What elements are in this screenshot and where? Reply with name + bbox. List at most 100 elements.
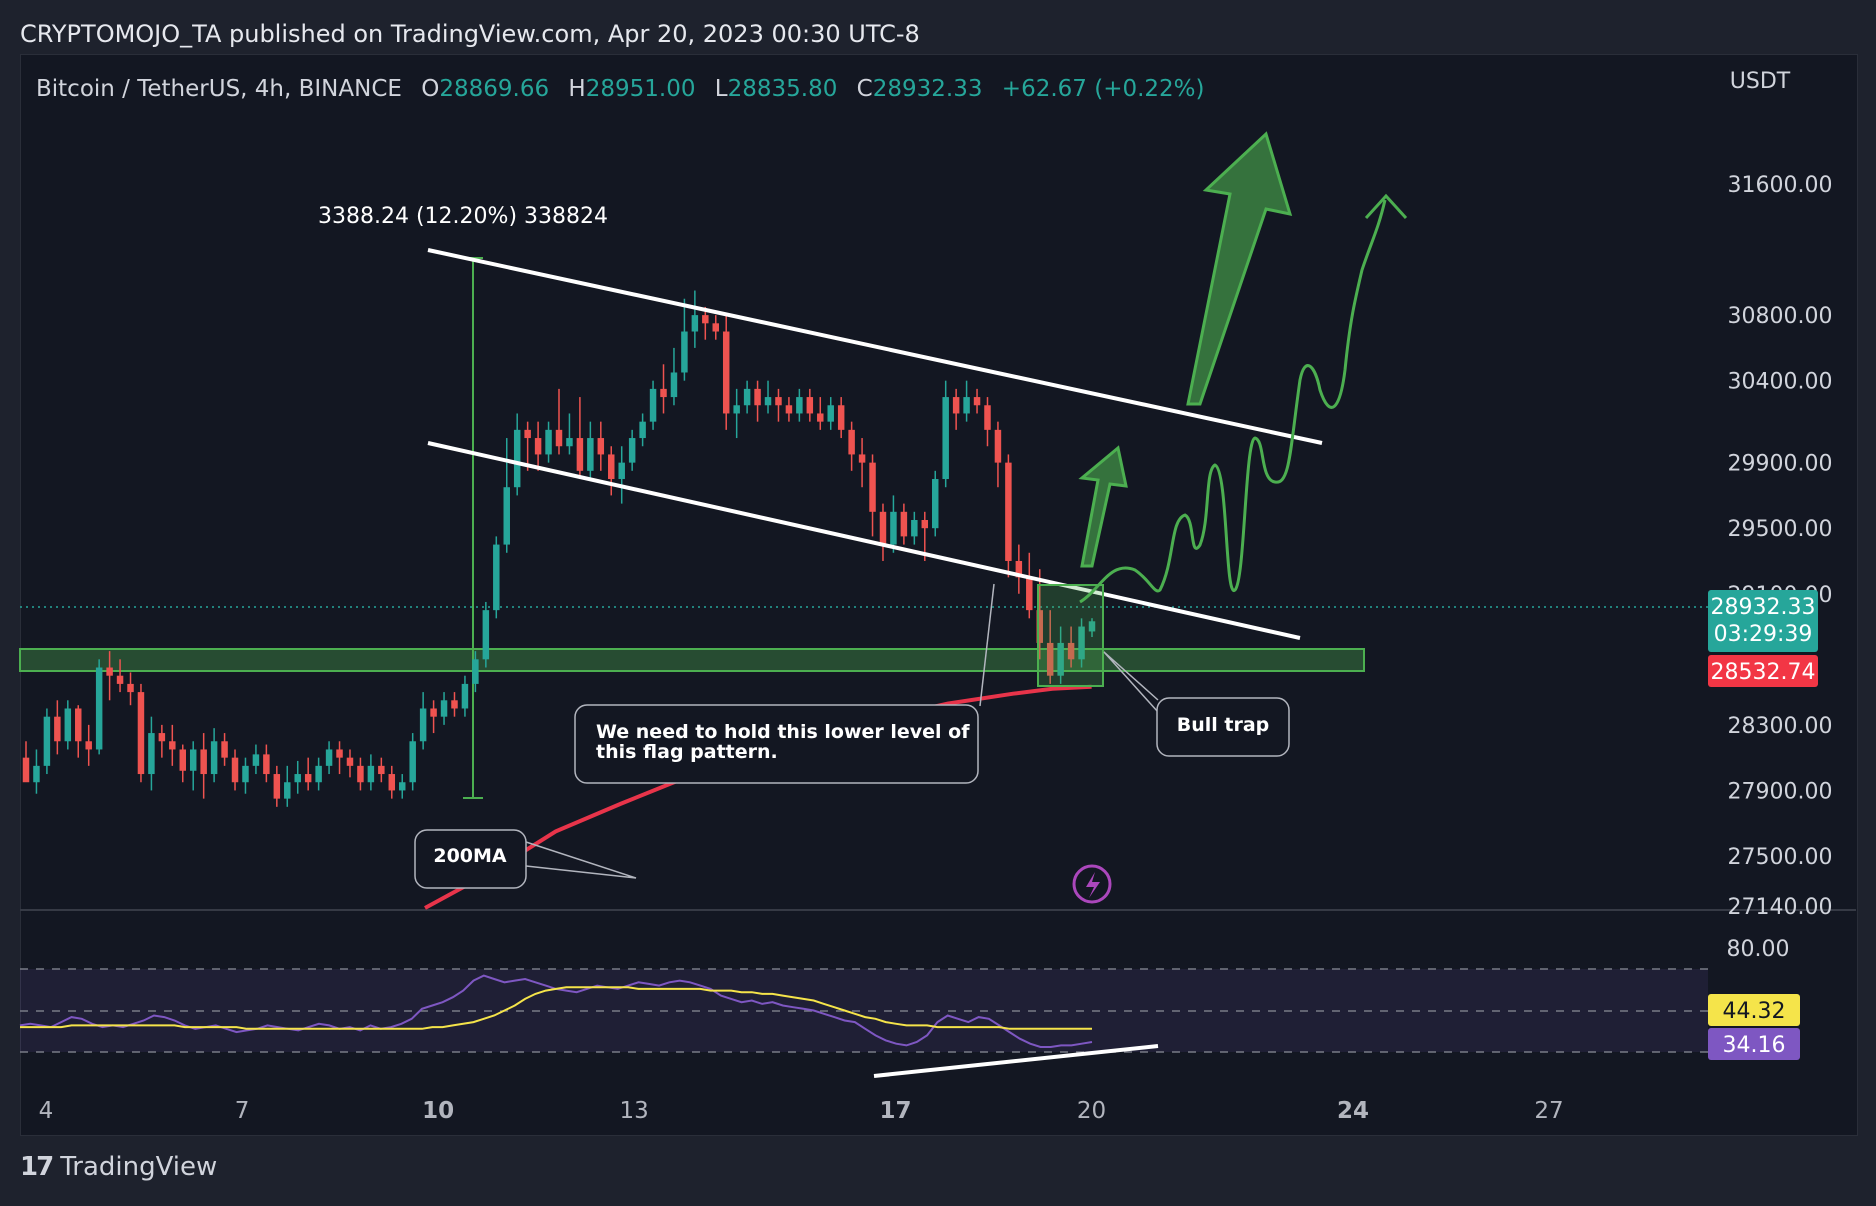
- candle-body: [169, 741, 176, 750]
- candle-body: [64, 708, 72, 742]
- candle-body: [294, 774, 301, 783]
- candle-body: [994, 429, 1002, 463]
- tradingview-brand[interactable]: 17 TradingView: [20, 1152, 217, 1182]
- candle-body: [660, 388, 667, 398]
- high-value: 28951.00: [585, 76, 696, 102]
- candle-body: [1005, 462, 1012, 561]
- candle-body: [796, 397, 803, 414]
- price-axis[interactable]: 31600.00 30800.00 30400.00 29900.00 29500.00…: [1728, 173, 1833, 920]
- support-zone[interactable]: [19, 648, 1365, 672]
- lightning-icon[interactable]: [1072, 864, 1112, 904]
- bull-trap-callout-box[interactable]: [1156, 697, 1290, 757]
- forecast-path[interactable]: [1079, 199, 1387, 604]
- rsi-divergence-line[interactable]: [873, 1044, 1159, 1078]
- ma-callout-label: 200MA: [433, 845, 507, 867]
- hold-callout-box[interactable]: [574, 704, 979, 784]
- bull-trap-pointer: [1103, 651, 1159, 713]
- price-tick-label: 31600.00: [1728, 173, 1833, 198]
- time-tick-label: 17: [880, 1098, 912, 1124]
- change-value: +62.67 (+0.22%): [1001, 76, 1205, 102]
- candle-body: [221, 741, 228, 758]
- small-arrow-icon[interactable]: [1078, 445, 1128, 568]
- bull-trap-box[interactable]: [1037, 584, 1104, 687]
- candle-body: [848, 429, 855, 455]
- rsi-ma-badge: [1708, 994, 1800, 1026]
- price-tick-label: 30400.00: [1728, 370, 1833, 395]
- candle-body: [576, 438, 584, 471]
- current-price-value: 28932.33: [1711, 595, 1816, 620]
- candle-body: [911, 520, 918, 537]
- candle-body: [764, 397, 772, 406]
- candle-body: [179, 749, 187, 771]
- candle-body: [879, 511, 887, 545]
- ma-callout-box[interactable]: [414, 829, 527, 889]
- candle-body: [137, 692, 145, 775]
- close-value: 28932.33: [872, 76, 983, 102]
- rsi-ma-line[interactable]: [20, 986, 1092, 1030]
- candle-body: [587, 438, 594, 471]
- open-value: 28869.66: [439, 76, 550, 102]
- candle-body: [681, 331, 688, 373]
- candle-body: [628, 438, 636, 463]
- candle-body: [566, 438, 573, 447]
- candle-body: [890, 511, 897, 545]
- lightning-bolt-icon: [1086, 872, 1100, 898]
- big-arrow-icon[interactable]: [1186, 131, 1293, 406]
- rsi-band: [20, 969, 1708, 1052]
- candle-body: [837, 405, 845, 430]
- candle-body: [931, 479, 939, 529]
- price-tick-label: 28300.00: [1728, 714, 1833, 739]
- candle-body: [973, 397, 981, 406]
- candle-body: [608, 454, 615, 480]
- candle-body: [388, 774, 396, 791]
- current-price-badge: [1708, 590, 1818, 652]
- candle-body: [440, 700, 448, 717]
- publisher-line: CRYPTOMOJO_TA published on TradingView.c…: [20, 20, 920, 48]
- candle-body: [952, 397, 960, 414]
- candles-group: [22, 290, 1096, 807]
- symbol-label[interactable]: Bitcoin / TetherUS, 4h, BINANCE: [36, 76, 402, 102]
- candle-body: [398, 782, 406, 791]
- tradingview-logo-icon: 17: [20, 1152, 54, 1182]
- candle-body: [712, 323, 720, 332]
- hold-callout-line1: We need to hold this lower level of: [596, 721, 970, 743]
- price-tick-label: 27900.00: [1728, 779, 1833, 804]
- candle-body: [513, 429, 521, 488]
- candle-body: [43, 716, 51, 766]
- time-tick-label: 20: [1077, 1098, 1106, 1124]
- candle-body: [618, 462, 625, 480]
- time-tick-label: 13: [619, 1098, 648, 1124]
- rsi-ma-value: 44.32: [1723, 999, 1786, 1024]
- rsi-badge: [1708, 1028, 1800, 1060]
- channel-upper-line[interactable]: [427, 248, 1323, 445]
- ma-callout-pointer: [525, 841, 637, 879]
- candle-body: [1088, 621, 1096, 632]
- candle-body: [273, 774, 281, 799]
- candle-body: [106, 667, 113, 676]
- candle-body: [1067, 642, 1075, 660]
- chart-frame[interactable]: [20, 54, 1858, 1136]
- candle-body: [1046, 642, 1054, 676]
- candle-body: [54, 716, 61, 742]
- candle-body: [33, 765, 40, 783]
- candle-body: [775, 397, 782, 406]
- time-axis[interactable]: 4 7 10 13 17 20 24 27: [39, 1098, 1564, 1124]
- open-label: O: [421, 76, 440, 102]
- candle-body: [942, 397, 949, 480]
- candle-body: [785, 405, 793, 414]
- candle-body: [378, 765, 385, 775]
- candle-body: [346, 757, 354, 766]
- candle-body: [754, 388, 761, 406]
- channel-lower-line[interactable]: [427, 441, 1301, 640]
- candle-body: [1036, 610, 1043, 643]
- time-tick-label: 4: [39, 1098, 54, 1124]
- candle-body: [921, 520, 929, 529]
- candle-body: [639, 421, 646, 439]
- candle-body: [493, 544, 500, 611]
- candle-body: [263, 754, 270, 775]
- candle-body: [325, 749, 333, 766]
- rsi-axis-80: 80.00: [1727, 937, 1790, 962]
- close-label: C: [856, 76, 873, 102]
- candle-body: [1057, 642, 1064, 676]
